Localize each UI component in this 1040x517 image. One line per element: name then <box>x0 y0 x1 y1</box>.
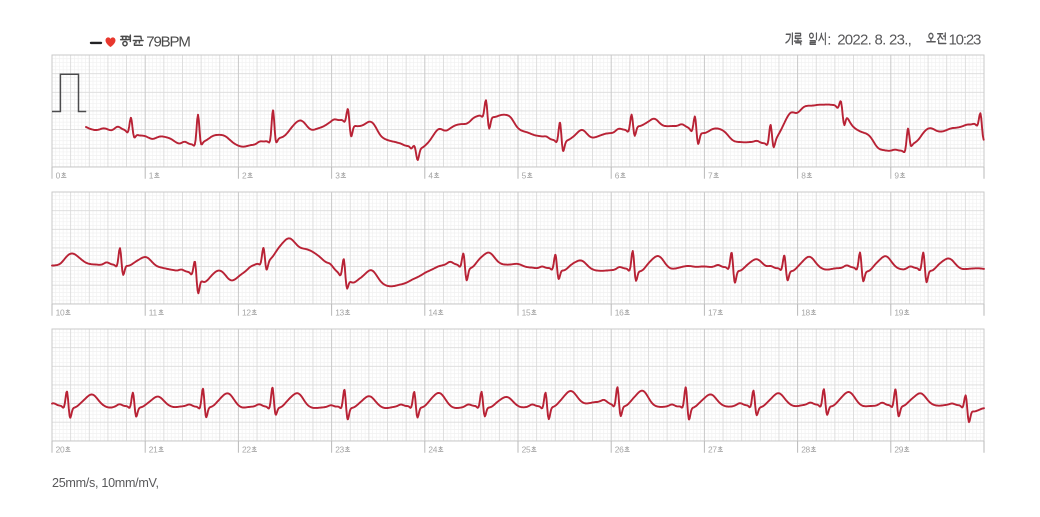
svg-text:1: 1 <box>149 171 154 181</box>
svg-text:13: 13 <box>335 308 344 318</box>
svg-text:24: 24 <box>428 445 437 455</box>
svg-text:29: 29 <box>894 445 903 455</box>
svg-text:25mm/s, 10mm/mV,: 25mm/s, 10mm/mV, <box>52 476 159 490</box>
svg-text:15: 15 <box>522 308 531 318</box>
svg-text:26: 26 <box>615 445 624 455</box>
svg-text:28: 28 <box>801 445 810 455</box>
svg-text:0: 0 <box>56 171 61 181</box>
svg-text:20: 20 <box>56 445 65 455</box>
svg-text:16: 16 <box>615 308 624 318</box>
svg-text:6: 6 <box>615 171 620 181</box>
svg-text:19: 19 <box>894 308 903 318</box>
svg-text:7: 7 <box>708 171 713 181</box>
svg-text:5: 5 <box>522 171 527 181</box>
svg-text:18: 18 <box>801 308 810 318</box>
svg-text:22: 22 <box>242 445 251 455</box>
svg-text:9: 9 <box>894 171 899 181</box>
svg-text:23: 23 <box>335 445 344 455</box>
svg-text:79BPM: 79BPM <box>146 33 190 50</box>
svg-text:2: 2 <box>242 171 247 181</box>
svg-text::: : <box>827 32 831 49</box>
svg-text:10:23: 10:23 <box>949 32 982 49</box>
svg-text:4: 4 <box>428 171 433 181</box>
svg-text:25: 25 <box>522 445 531 455</box>
svg-text:17: 17 <box>708 308 717 318</box>
svg-text:8: 8 <box>801 171 806 181</box>
svg-text:11: 11 <box>149 308 158 318</box>
svg-text:21: 21 <box>149 445 158 455</box>
svg-text:27: 27 <box>708 445 717 455</box>
svg-text:10: 10 <box>56 308 65 318</box>
svg-text:3: 3 <box>335 171 340 181</box>
svg-text:14: 14 <box>428 308 437 318</box>
svg-text:12: 12 <box>242 308 251 318</box>
svg-text:2022. 8. 23.,: 2022. 8. 23., <box>837 32 911 49</box>
